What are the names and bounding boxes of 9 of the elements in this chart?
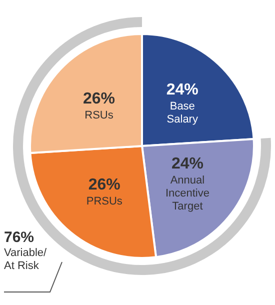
slice-label: Annual Incentive Target [165, 174, 210, 213]
data-label: 24% [171, 156, 204, 173]
text: 76% Variable/ At Risk [4, 229, 48, 272]
slice-label: Base Salary [166, 100, 198, 126]
data-label: 24% [166, 81, 198, 98]
data-label: 26% [82, 90, 116, 108]
slice-label: RSUs [84, 110, 114, 122]
slice-label: PRSUs [86, 195, 123, 208]
data-label: 26% [88, 176, 120, 194]
